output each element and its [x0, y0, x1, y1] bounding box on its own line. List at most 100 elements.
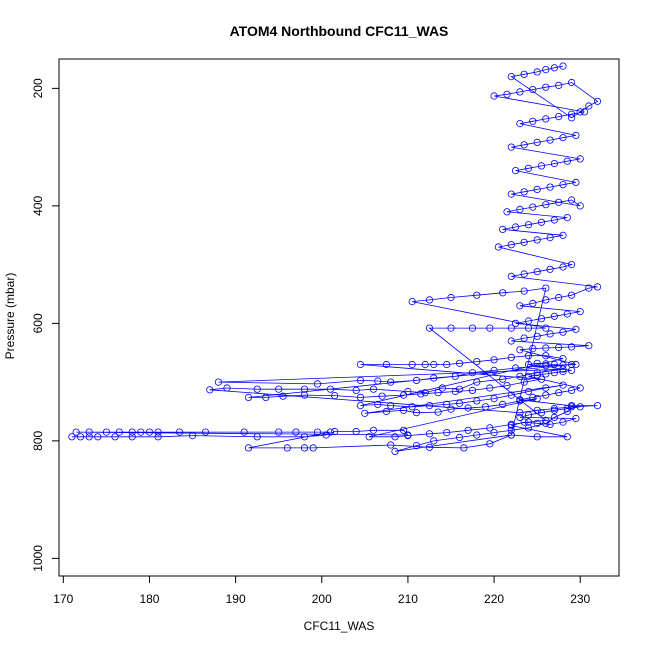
data-point	[76, 433, 85, 441]
data-point	[542, 391, 550, 399]
data-point	[494, 243, 502, 251]
data-point	[550, 160, 559, 168]
data-point	[537, 409, 546, 417]
data-point	[559, 263, 567, 271]
data-point	[490, 394, 498, 403]
data-point	[576, 108, 584, 116]
data-point	[382, 360, 390, 369]
data-point	[387, 401, 395, 410]
x-axis-label: CFC11_WAS	[304, 619, 375, 633]
data-point	[593, 401, 602, 410]
data-point	[188, 431, 197, 440]
data-point	[576, 307, 584, 316]
data-point	[567, 260, 576, 269]
y-tick-label: 600	[31, 313, 45, 333]
data-point	[404, 431, 412, 440]
data-point	[559, 381, 567, 389]
data-point	[572, 325, 580, 333]
data-point	[563, 157, 571, 165]
data-point	[507, 337, 515, 345]
data-point	[593, 97, 602, 105]
data-point	[128, 428, 136, 436]
data-point	[516, 120, 524, 128]
data-point	[576, 155, 584, 163]
data-point	[511, 167, 520, 175]
data-point	[507, 73, 515, 81]
data-point	[567, 366, 576, 374]
data-point	[468, 386, 477, 394]
y-tick-label: 200	[31, 78, 45, 98]
data-point	[507, 391, 515, 399]
y-tick-label: 800	[31, 431, 45, 451]
data-point	[563, 214, 571, 222]
data-point	[206, 386, 214, 394]
data-point	[455, 359, 464, 367]
data-point	[555, 81, 563, 90]
data-point	[490, 428, 498, 437]
data-point	[520, 141, 528, 149]
data-point	[85, 428, 93, 436]
data-point	[473, 357, 481, 366]
data-point	[537, 218, 546, 226]
x-tick-label: 170	[53, 592, 73, 606]
data-point	[516, 205, 524, 213]
data-point	[524, 164, 533, 172]
series-line	[71, 65, 599, 452]
data-point	[374, 377, 382, 385]
data-point	[326, 385, 334, 393]
data-point	[451, 372, 459, 380]
data-point	[253, 433, 261, 441]
data-point	[300, 391, 309, 399]
data-point	[507, 241, 515, 249]
data-point	[572, 178, 580, 186]
data-point	[503, 208, 511, 216]
data-point	[542, 296, 550, 304]
data-point	[283, 444, 291, 452]
data-point	[533, 268, 541, 276]
data-point	[546, 136, 554, 144]
data-point	[550, 312, 559, 320]
data-point	[511, 223, 520, 231]
data-point	[486, 384, 494, 392]
data-point	[542, 83, 550, 91]
data-point	[464, 404, 472, 412]
data-point	[507, 421, 515, 430]
data-point	[524, 424, 533, 432]
data-point	[542, 66, 550, 74]
data-point	[430, 360, 438, 369]
data-point	[499, 375, 507, 383]
data-point	[481, 403, 490, 411]
data-point	[244, 393, 253, 401]
data-point	[585, 284, 593, 292]
data-point	[542, 370, 550, 378]
data-point	[533, 68, 541, 76]
chart-title: ATOM4 Northbound CFC11_WAS	[230, 23, 449, 39]
data-point	[542, 284, 550, 292]
data-point	[533, 185, 541, 193]
data-point	[214, 378, 222, 386]
data-point	[201, 428, 210, 436]
data-point	[447, 293, 455, 302]
data-point	[542, 416, 550, 424]
data-point	[542, 344, 550, 352]
data-point	[524, 387, 533, 396]
data-point	[520, 238, 528, 246]
data-point	[455, 433, 464, 441]
data-point	[309, 444, 317, 452]
data-point	[542, 201, 550, 209]
data-point	[567, 291, 576, 299]
data-point	[507, 353, 515, 361]
data-point	[137, 428, 145, 436]
data-point	[550, 369, 559, 377]
data-point	[533, 236, 541, 244]
data-point	[516, 396, 524, 404]
data-point	[404, 387, 412, 396]
data-point	[507, 431, 515, 439]
data-point	[533, 369, 541, 377]
data-point	[537, 375, 546, 383]
data-point	[356, 376, 365, 384]
data-point	[154, 428, 162, 436]
data-point	[533, 419, 541, 427]
data-point	[529, 393, 537, 401]
data-point	[356, 393, 365, 401]
